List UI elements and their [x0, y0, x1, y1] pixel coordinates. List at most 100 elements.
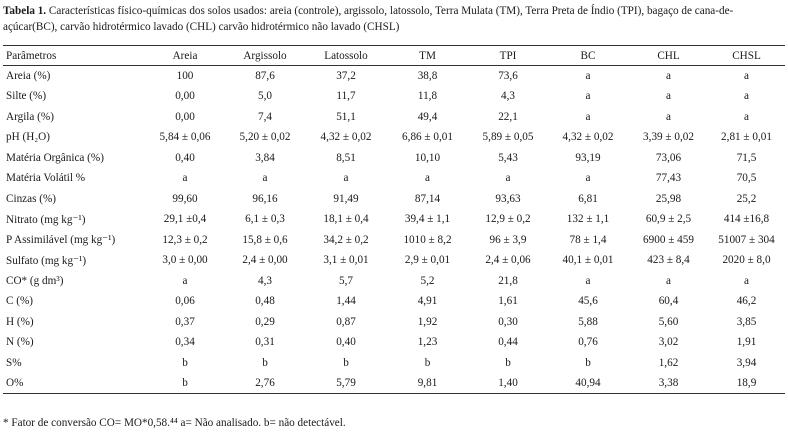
caption-text: Características físico-químicas dos solo…: [3, 5, 734, 33]
table-cell: a: [585, 110, 591, 123]
table-cell: 12,9 ± 0,2: [485, 213, 531, 226]
table-cell: 3,84: [255, 151, 275, 164]
table-cell: 1,44: [336, 295, 356, 308]
table-cell: 5,0: [258, 90, 272, 103]
table-cell: 38,8: [417, 70, 438, 82]
table-row: Matéria Volátil % a a a a a a 77,43 70,5: [3, 168, 785, 189]
table-cell: a: [744, 90, 749, 103]
table-cell: 4,3: [501, 90, 515, 103]
table-row: CO* (g dm³) a 4,3 5,7 5,2 21,8 a a a: [3, 271, 785, 292]
table-cell: 4,32 ± 0,02: [320, 131, 372, 144]
table-cell: 6,81: [578, 192, 598, 205]
table-cell: 11,7: [336, 90, 356, 103]
table-cell: 40,94: [547, 373, 629, 394]
table-cell: 5,89 ± 0,05: [482, 131, 534, 144]
table-cell: 37,2: [336, 70, 356, 82]
row-parameter-label: C (%): [6, 295, 34, 308]
row-parameter-label: N (%): [6, 336, 34, 349]
table-cell: a: [343, 172, 349, 185]
table-cell: 45,6: [578, 295, 598, 308]
table-cell: a: [666, 70, 671, 82]
table-row: S% b b b b b b 1,62 3,94: [3, 353, 785, 374]
table-cell: 0,30: [498, 315, 518, 328]
table-cell: 0,44: [498, 336, 518, 349]
table-cell: b: [182, 356, 188, 369]
table-cell: a: [585, 70, 591, 82]
table-row: Cinzas (%) 99,60 96,16 91,49 87,14 93,63 6,81 2…: [3, 189, 785, 210]
row-parameter-label: Cinzas (%): [6, 192, 57, 205]
row-parameter-label: Sulfato (mg kg⁻¹): [6, 254, 87, 267]
table-cell: 0,31: [255, 336, 275, 349]
table-row: Silte (%) 0,00 5,0 11,7 11,8 4,3 a a a: [3, 86, 785, 107]
table-cell: a: [182, 274, 188, 287]
table-cell: 0,34: [175, 336, 195, 349]
table-cell: 5,79: [306, 373, 386, 394]
table-cell: a: [425, 172, 430, 185]
table-cell: 2,4 ± 0,00: [242, 254, 288, 267]
table-cell: 29,1 ±0,4: [163, 213, 207, 226]
table-row: C (%) 0,06 0,48 1,44 4,91 1,61 45,6 60,4 46,2: [3, 291, 785, 312]
table-row: Nitrato (mg kg⁻¹) 29,1 ±0,4 6,1 ± 0,3 18,1 …: [3, 209, 785, 230]
table-cell: 10,10: [414, 151, 441, 164]
row-parameter-label: Matéria Volátil %: [6, 172, 86, 185]
table-cell: a: [744, 110, 749, 123]
table-row: Argila (%) 0,00 7,4 51,1 49,4 22,1 a a a: [3, 107, 785, 128]
table-cell: 4,32 ± 0,02: [562, 131, 614, 144]
header-column: BC: [547, 45, 629, 66]
table-cell: b: [424, 356, 431, 369]
table-cell: 46,2: [736, 295, 757, 308]
table-cell: 5,88: [578, 315, 598, 328]
table-row: N (%) 0,34 0,31 0,40 1,23 0,44 0,76 3,02 1,91: [3, 332, 785, 353]
table-cell: a: [666, 110, 671, 123]
table-cell: 96,16: [252, 192, 278, 205]
table-cell: 11,8: [417, 90, 438, 103]
table-cell: 25,98: [655, 192, 682, 205]
table-cell: 78 ± 1,4: [569, 233, 607, 246]
table-cell: a: [666, 90, 671, 103]
table-cell: 39,4 ± 1,1: [404, 213, 451, 226]
table-row: pH (H₂O) 5,84 ± 0,06 5,20 ± 0,02 4,32 ± 0,0…: [3, 127, 785, 148]
row-parameter-label: S%: [6, 356, 22, 369]
table-cell: 5,20 ± 0,02: [239, 131, 291, 144]
table-cell: b: [262, 356, 268, 369]
table-cell: 100: [176, 70, 194, 82]
table-cell: 3,1 ± 0,01: [323, 254, 369, 267]
table-cell: a: [585, 172, 591, 185]
table-cell: 2,81 ± 0,01: [721, 131, 772, 144]
table-cell: 5,43: [498, 151, 518, 164]
table-cell: 87,6: [255, 70, 275, 82]
header-parametros: Parâmetros: [3, 45, 146, 66]
soil-properties-table: Parâmetros Areia Argissolo Latossolo TM TPI BC…: [3, 45, 785, 394]
table-cell: b: [343, 356, 349, 369]
table-cell: 9,81: [386, 373, 469, 394]
table-cell: 25,2: [736, 192, 757, 205]
table-cell: 51,1: [336, 110, 356, 123]
table-cell: 1,40: [469, 373, 547, 394]
table-cell: 1,91: [736, 336, 757, 349]
table-cell: 5,7: [339, 274, 353, 287]
table-cell: a: [505, 172, 511, 185]
table-cell: 18,1 ± 0,4: [323, 213, 369, 226]
table-cell: a: [182, 172, 188, 185]
table-cell: 1,62: [658, 356, 679, 369]
header-column: Argissolo: [224, 45, 306, 66]
table-cell: 40,1 ± 0,01: [562, 254, 614, 267]
table-cell: 132 ± 1,1: [566, 213, 610, 226]
table-row: P Assimilável (mg kg⁻¹) 12,3 ± 0,2 15,8 ± …: [3, 230, 785, 251]
row-parameter-label: pH (H₂O): [6, 131, 50, 144]
table-cell: 0,37: [175, 315, 195, 328]
table-cell: 77,43: [655, 172, 682, 185]
row-parameter-label: Silte (%): [6, 90, 47, 103]
table-cell: 8,51: [336, 151, 356, 164]
row-parameter-label: O%: [3, 373, 146, 394]
table-cell: 3,0 ± 0,00: [162, 254, 208, 267]
table-cell: a: [666, 274, 671, 287]
table-cell: 49,4: [417, 110, 438, 123]
table-cell: 3,39 ± 0,02: [643, 131, 694, 144]
table-cell: b: [505, 356, 511, 369]
table-cell: 60,9 ± 2,5: [645, 213, 692, 226]
table-cell: 5,60: [658, 315, 679, 328]
row-parameter-label: Areia (%): [6, 70, 51, 82]
table-cell: 3,85: [736, 315, 757, 328]
